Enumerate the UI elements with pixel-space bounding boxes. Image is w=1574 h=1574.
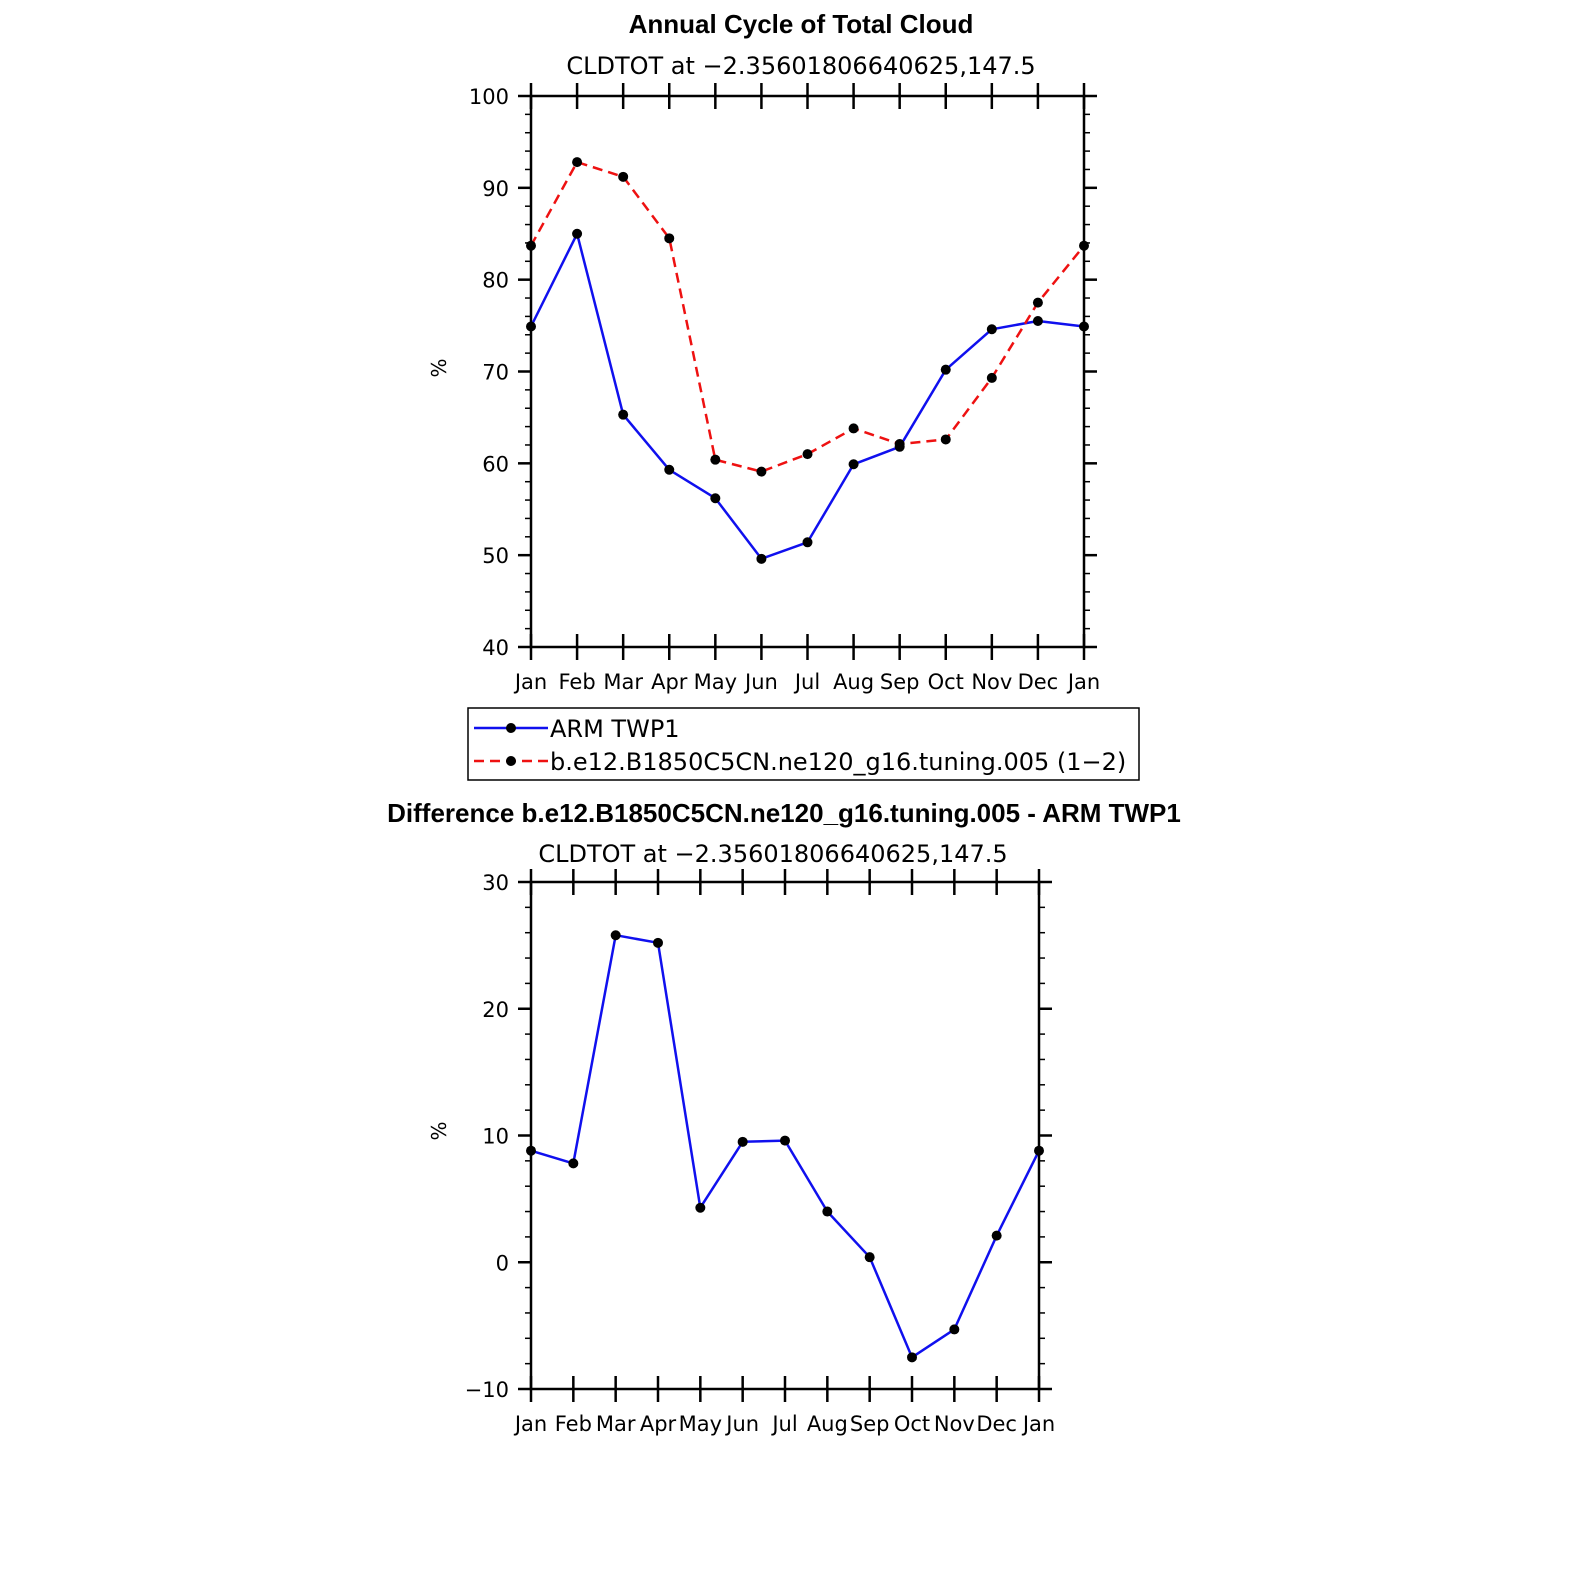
x-tick-label: Nov — [971, 670, 1012, 694]
data-point — [737, 1136, 748, 1147]
y-tick-label: −10 — [465, 1378, 509, 1402]
chart-title: Annual Cycle of Total Cloud — [629, 9, 974, 39]
data-point — [940, 434, 951, 445]
chart-title: Difference b.e12.B1850C5CN.ne120_g16.tun… — [387, 798, 1181, 828]
data-point — [949, 1324, 960, 1335]
x-tick-label: May — [679, 1412, 722, 1436]
data-point — [802, 449, 813, 460]
chart-annual-cycle: Annual Cycle of Total Cloud CLDTOT at −2… — [427, 9, 1140, 781]
data-point — [986, 324, 997, 335]
data-point — [822, 1206, 833, 1217]
x-tick-label: Sep — [880, 670, 920, 694]
data-point — [664, 233, 675, 244]
data-point — [1079, 240, 1089, 251]
data-point — [572, 228, 583, 239]
x-tick-label: Mar — [596, 1412, 636, 1436]
x-tick-label: Jan — [1021, 1412, 1055, 1436]
legend: ARM TWP1 b.e12.B1850C5CN.ne120_g16.tunin… — [467, 707, 1140, 781]
chart-difference: Difference b.e12.B1850C5CN.ne120_g16.tun… — [387, 798, 1181, 1436]
data-point — [526, 321, 536, 332]
y-tick-label: 0 — [496, 1251, 509, 1275]
data-point — [986, 372, 997, 383]
data-point — [618, 409, 629, 420]
data-point — [568, 1158, 579, 1169]
series-line-0 — [530, 933, 1041, 1359]
y-tick-label: 100 — [469, 85, 509, 109]
legend-marker-obs — [506, 723, 516, 733]
x-tick-label: Mar — [603, 670, 643, 694]
x-tick-label: Apr — [651, 670, 688, 694]
x-tick-label: Apr — [640, 1412, 677, 1436]
legend-label-obs: ARM TWP1 — [550, 715, 680, 743]
data-point — [848, 459, 859, 470]
x-tick-label: Aug — [833, 670, 874, 694]
data-point — [907, 1352, 917, 1363]
series-line-0 — [529, 232, 1085, 561]
data-point — [710, 454, 721, 465]
data-point — [610, 930, 621, 941]
legend-marker-model — [506, 756, 516, 766]
x-tick-label: Jan — [513, 1412, 547, 1436]
data-point — [991, 1230, 1002, 1241]
y-axis-label: % — [427, 358, 451, 377]
y-tick-label: 70 — [482, 361, 509, 385]
data-point — [756, 466, 767, 477]
data-point — [710, 493, 721, 504]
chart-marks: 40 50 60 70 80 90 100 Jan Feb Mar Apr May Jun Jul Aug S… — [469, 83, 1100, 694]
series-line-1 — [529, 160, 1085, 473]
data-point — [1032, 297, 1043, 308]
x-tick-label: Sep — [850, 1412, 890, 1436]
x-tick-label: Feb — [558, 670, 595, 694]
data-point — [618, 171, 629, 182]
x-tick-label: Aug — [807, 1412, 848, 1436]
y-tick-label: 50 — [482, 544, 509, 568]
x-tick-label: Jan — [1066, 670, 1100, 694]
data-point — [526, 240, 536, 251]
y-tick-label: 90 — [482, 177, 509, 201]
data-point — [864, 1252, 875, 1263]
x-tick-label: Dec — [1018, 670, 1059, 694]
data-point — [802, 537, 813, 548]
data-point — [894, 439, 905, 450]
y-axis-label: % — [427, 1121, 451, 1140]
x-tick-label: Oct — [928, 670, 964, 694]
x-tick-label: Jan — [513, 670, 547, 694]
x-tick-label: Jul — [770, 1412, 797, 1436]
plot-frame — [529, 94, 1086, 649]
data-point — [695, 1202, 706, 1213]
x-tick-label: Feb — [555, 1412, 592, 1436]
x-tick-label: Jun — [724, 1412, 759, 1436]
data-point — [940, 364, 951, 375]
y-tick-label: 30 — [482, 871, 509, 895]
legend-label-model: b.e12.B1850C5CN.ne120_g16.tuning.005 (1−… — [550, 748, 1126, 776]
data-point — [1034, 1145, 1044, 1156]
x-tick-label: Jun — [743, 670, 778, 694]
data-point — [1079, 321, 1089, 332]
y-tick-label: 80 — [482, 269, 509, 293]
data-point — [526, 1145, 536, 1156]
y-tick-label: 60 — [482, 452, 509, 476]
chart-marks: −10 0 10 20 30 Jan Feb Mar Apr May Jun Jul Aug Sep Oct… — [465, 869, 1055, 1436]
data-point — [848, 423, 859, 434]
x-tick-label: Nov — [934, 1412, 975, 1436]
x-tick-label: May — [694, 670, 737, 694]
data-point — [756, 553, 767, 564]
x-tick-label: Oct — [894, 1412, 930, 1436]
legend-box — [467, 707, 1140, 781]
x-tick-label: Dec — [976, 1412, 1017, 1436]
chart-subtitle: CLDTOT at −2.35601806640625,147.5 — [566, 52, 1035, 80]
y-tick-label: 40 — [482, 636, 509, 660]
y-tick-label: 10 — [482, 1125, 509, 1149]
data-point — [572, 157, 583, 168]
data-point — [653, 937, 663, 948]
x-tick-label: Jul — [793, 670, 820, 694]
data-point — [1032, 315, 1043, 326]
data-point — [664, 464, 675, 475]
data-point — [780, 1135, 790, 1146]
y-tick-label: 20 — [482, 998, 509, 1022]
chart-subtitle: CLDTOT at −2.35601806640625,147.5 — [538, 840, 1007, 868]
